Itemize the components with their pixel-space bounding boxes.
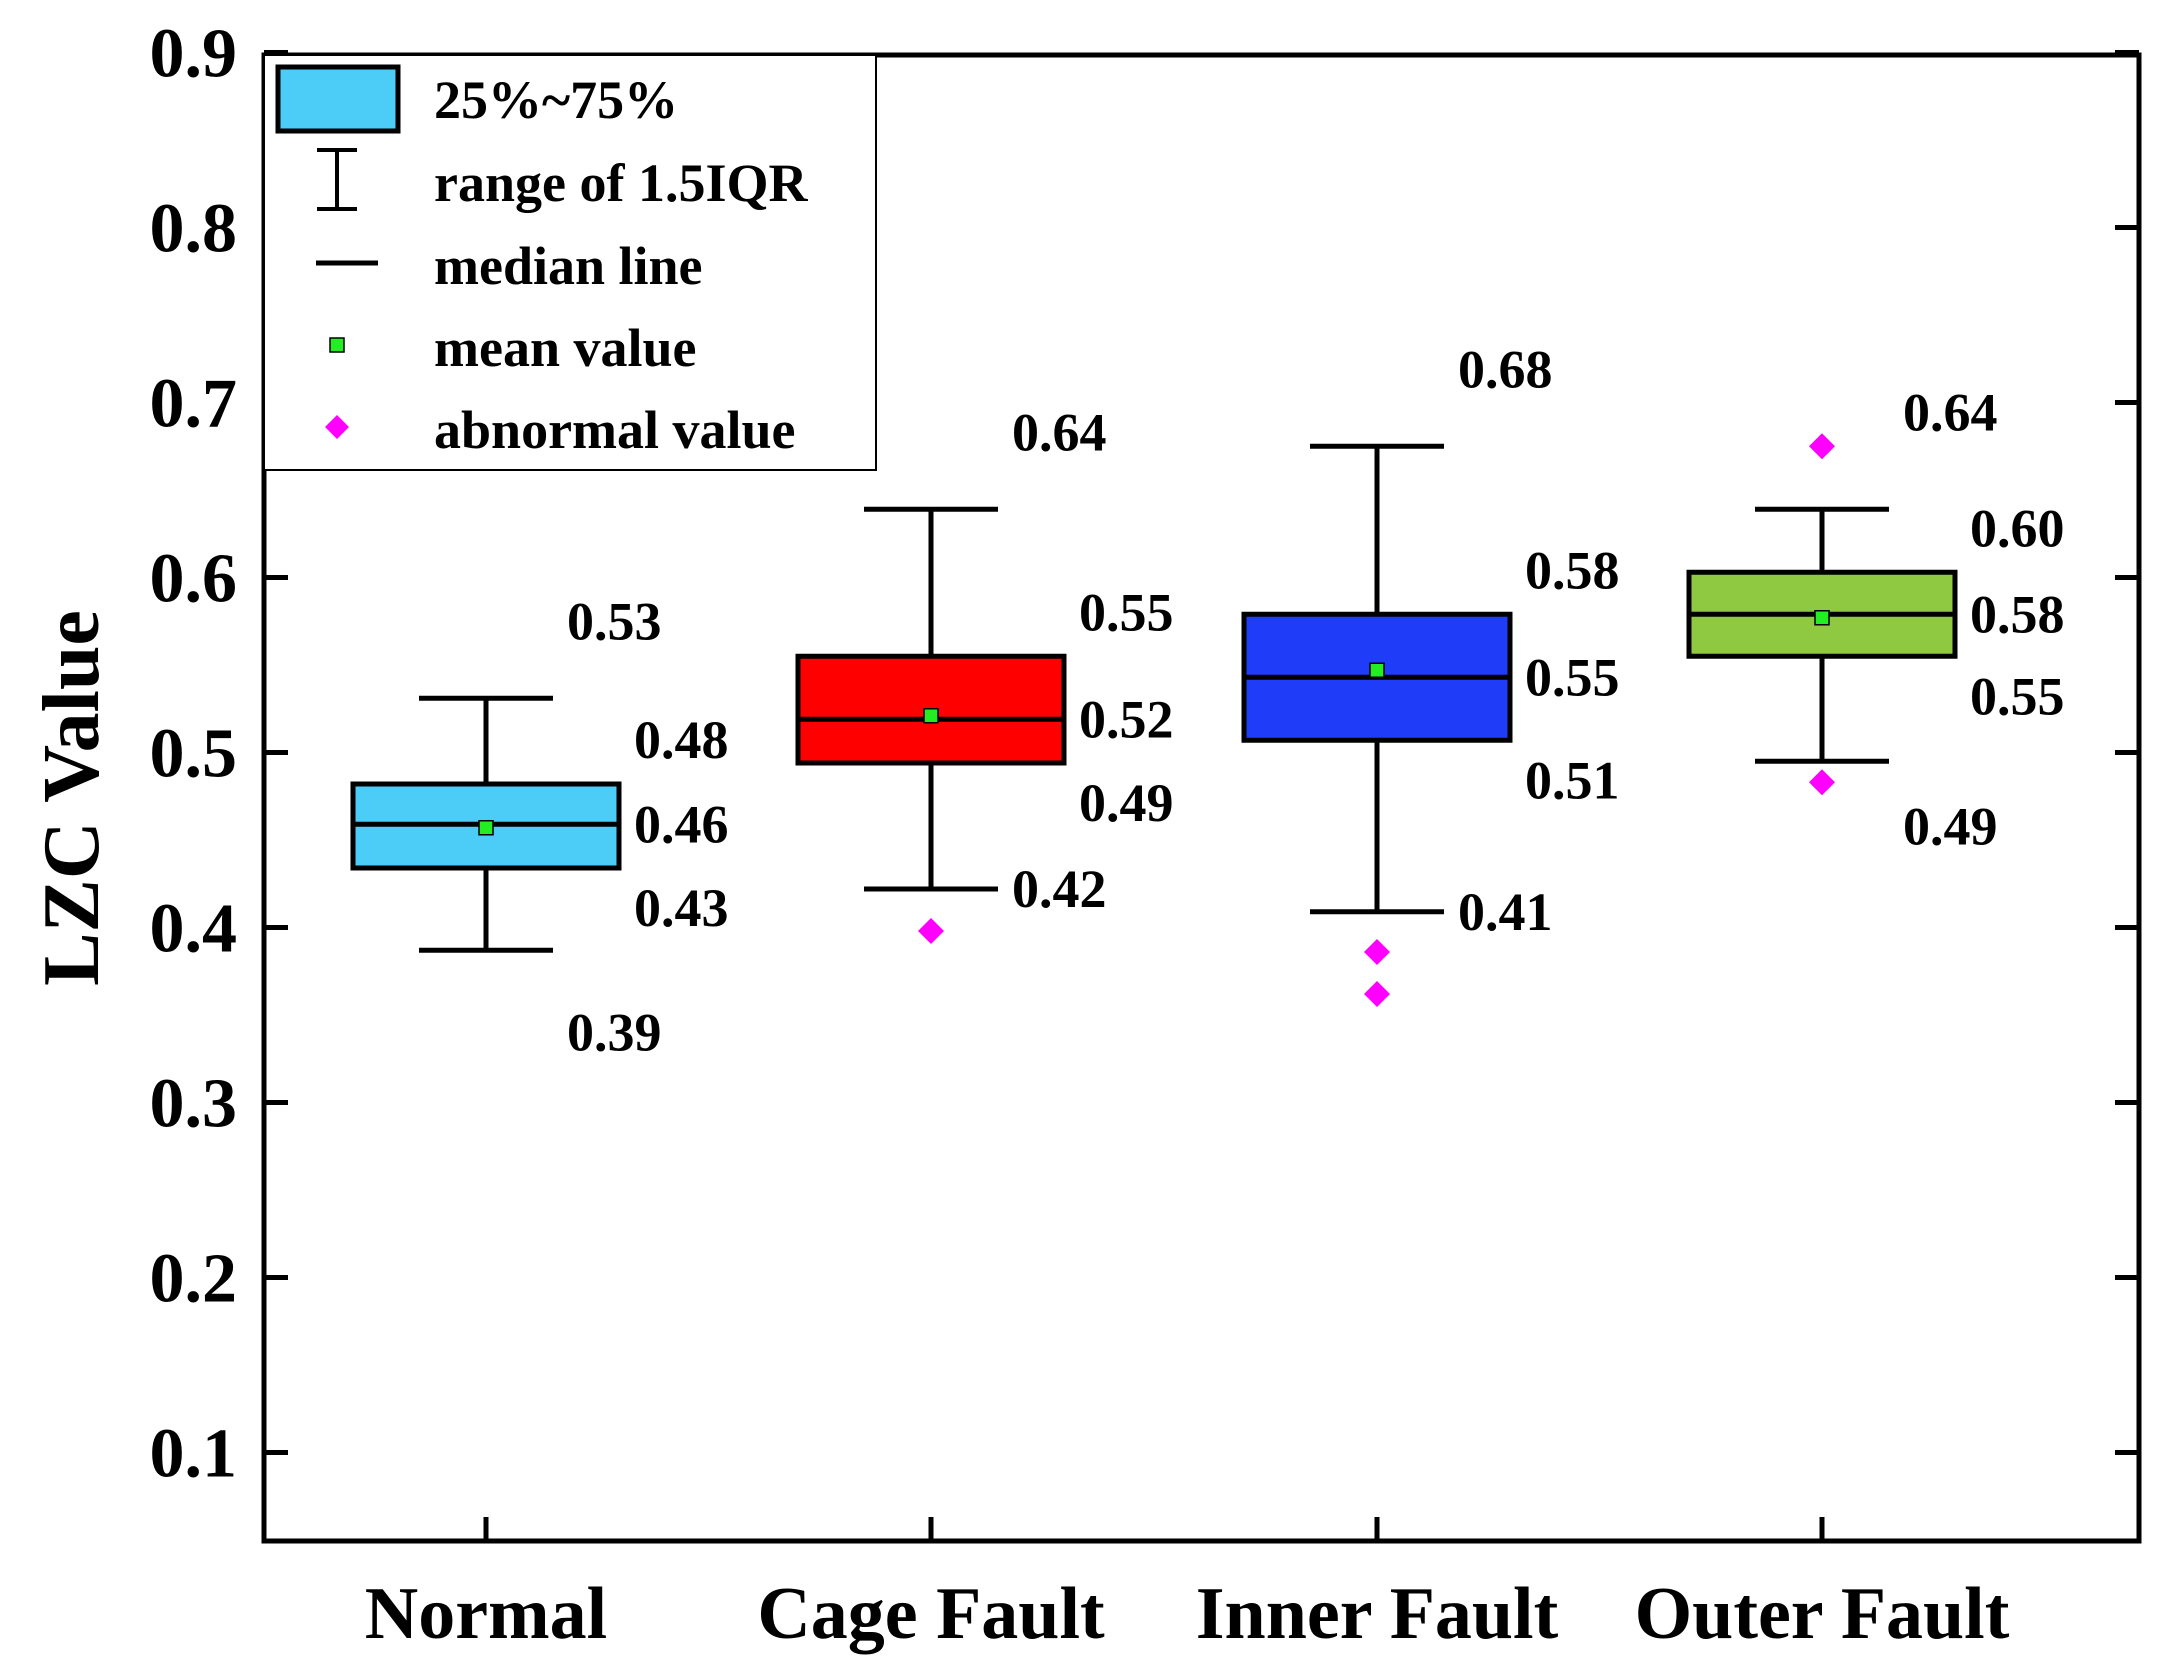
label-median: 0.52 (1079, 689, 1174, 749)
mean-marker (1369, 662, 1385, 678)
legend-label: median line (434, 236, 703, 296)
box-group-outer-fault: 0.64 0.60 0.58 0.55 0.49 (1686, 382, 2065, 856)
label-whisker-high: 0.53 (567, 591, 662, 651)
box-group-inner-fault: 0.68 0.58 0.55 0.51 0.41 (1241, 339, 1620, 1007)
mean-marker (1814, 610, 1830, 626)
outlier-marker (1809, 433, 1835, 460)
outlier-marker (1364, 981, 1390, 1007)
legend-label: abnormal value (434, 400, 796, 460)
y-axis-tick-labels: 0.1 0.2 0.3 0.4 0.5 0.6 0.7 0.8 0.9 (150, 16, 238, 1493)
mean-marker (478, 820, 494, 836)
label-outlier-low: 0.49 (1903, 796, 1998, 856)
label-q1: 0.51 (1525, 750, 1620, 810)
y-tick-label: 0.1 (150, 1416, 238, 1493)
x-tick-label: Inner Fault (1196, 1573, 1559, 1655)
label-whisker-high: 0.64 (1012, 402, 1107, 462)
label-q3: 0.58 (1525, 540, 1620, 600)
y-tick-label: 0.7 (150, 366, 238, 443)
label-whisker-low: 0.39 (567, 1002, 662, 1062)
y-tick-label: 0.8 (150, 191, 238, 268)
y-axis-label: LZC Value (28, 610, 116, 986)
label-whisker-low: 0.41 (1458, 882, 1553, 942)
boxes: 0.53 0.48 0.46 0.43 0.39 0.64 0.55 0.52 0.49 0.42… (350, 339, 2065, 1062)
x-tick-label: Normal (365, 1573, 608, 1655)
x-tick-label: Cage Fault (757, 1573, 1105, 1655)
y-tick-label: 0.3 (150, 1066, 238, 1143)
box-group-normal: 0.53 0.48 0.46 0.43 0.39 (350, 591, 729, 1062)
legend-box-swatch (275, 64, 401, 134)
label-median: 0.58 (1970, 584, 2065, 644)
label-q3: 0.55 (1079, 582, 1174, 642)
mean-marker (923, 708, 939, 724)
label-whisker-low: 0.42 (1012, 859, 1107, 919)
y-tick-label: 0.2 (150, 1241, 238, 1318)
legend-mean-swatch (329, 337, 345, 353)
label-q1: 0.55 (1970, 666, 2065, 726)
label-median: 0.46 (634, 794, 729, 854)
x-tick-label: Outer Fault (1635, 1573, 2010, 1655)
x-axis-category-labels: Normal Cage Fault Inner Fault Outer Fault (365, 1573, 2010, 1655)
outlier-marker (918, 918, 944, 944)
y-tick-label: 0.5 (150, 716, 238, 793)
y-tick-label: 0.4 (150, 891, 238, 968)
legend-outlier-swatch (325, 415, 349, 439)
box-group-cage-fault: 0.64 0.55 0.52 0.49 0.42 (795, 402, 1174, 944)
label-q3: 0.48 (634, 710, 729, 770)
label-q3: 0.60 (1970, 498, 2065, 558)
legend-label: 25%~75% (434, 70, 678, 130)
iqr-box (795, 653, 1067, 766)
y-tick-label: 0.9 (150, 16, 238, 93)
plot-frame (261, 52, 2142, 1544)
y-tick-label: 0.6 (150, 541, 238, 618)
legend: 25%~75% range of 1.5IQR median line mean va… (263, 54, 877, 471)
label-median: 0.55 (1525, 647, 1620, 707)
label-q1: 0.49 (1079, 773, 1174, 833)
label-outlier-high: 0.64 (1903, 382, 1998, 442)
label-q1: 0.43 (634, 878, 729, 938)
outlier-marker (1364, 939, 1390, 965)
legend-label: range of 1.5IQR (434, 153, 808, 213)
outlier-marker (1809, 769, 1835, 796)
label-whisker-high: 0.68 (1458, 339, 1553, 399)
legend-label: mean value (434, 318, 697, 378)
